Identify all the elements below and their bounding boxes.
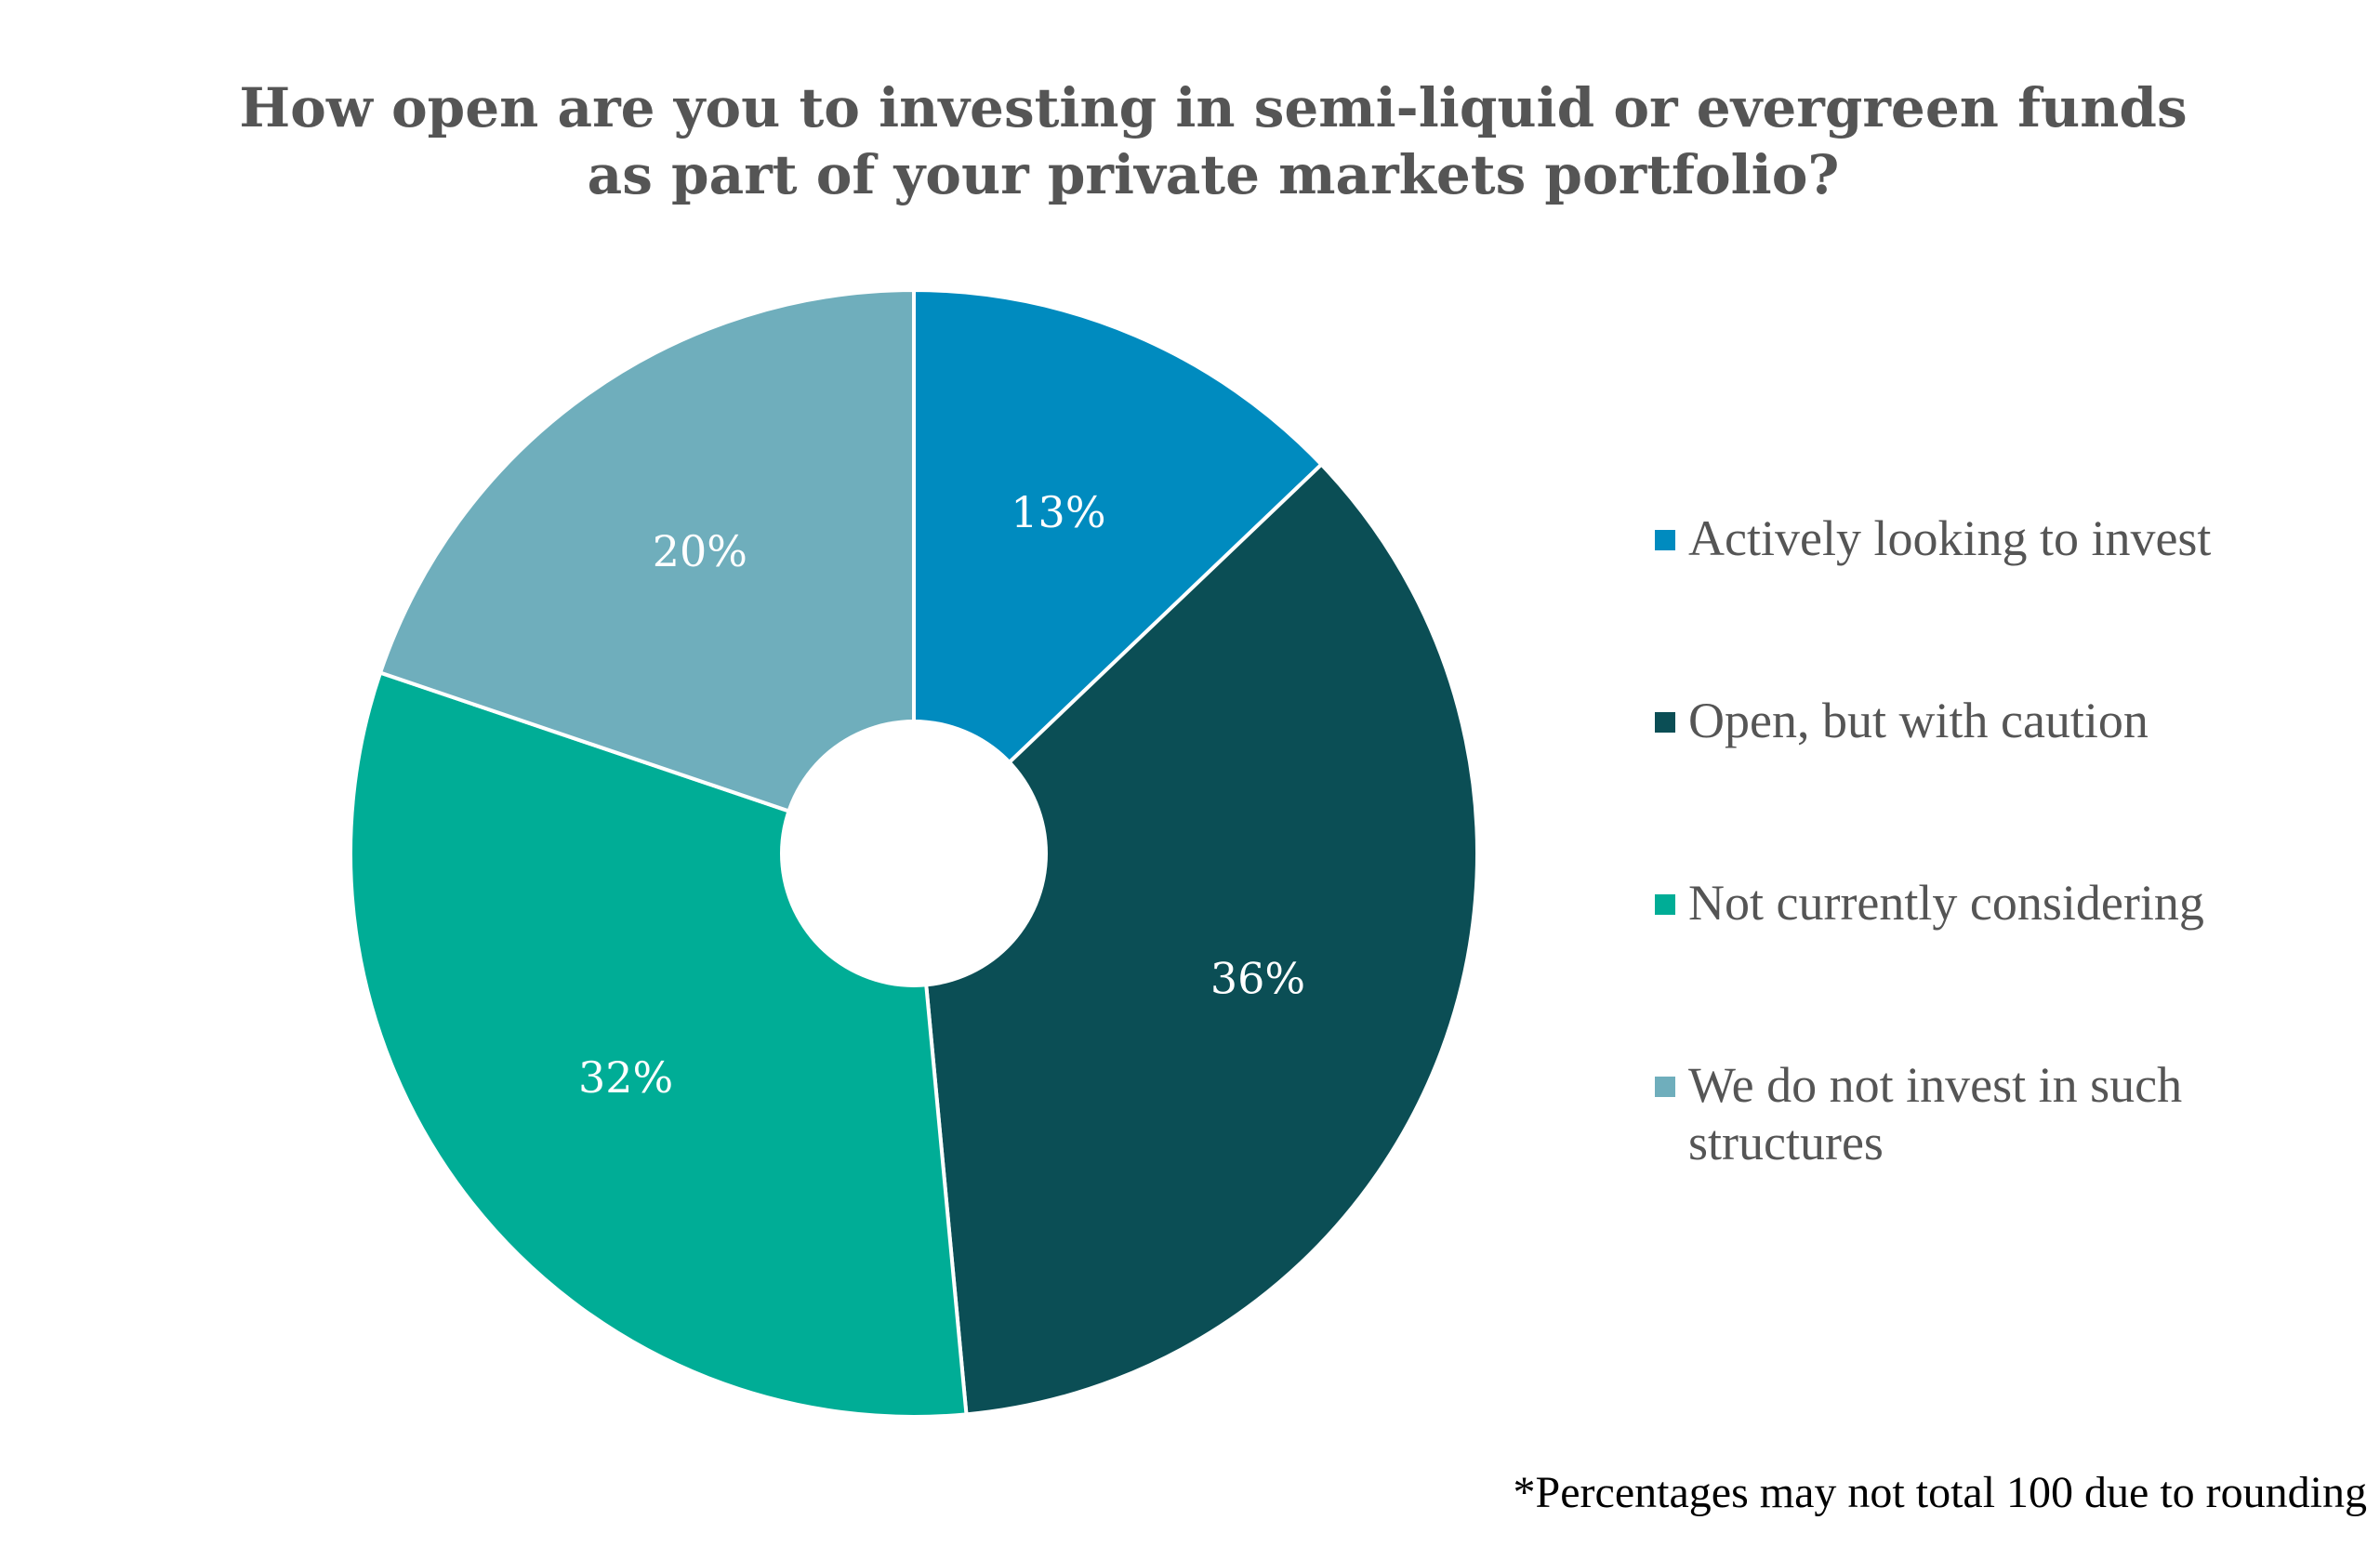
- legend-label-not-considering: Not currently considering: [1688, 875, 2204, 931]
- legend-item-do-not-invest: We do not invest in such structures: [1655, 1056, 2361, 1171]
- chart-title-line-1: How open are you to investing in semi-li…: [239, 76, 2188, 139]
- data-label-open-with-caution: 36%: [1210, 953, 1305, 1003]
- slice-actively-looking: [912, 287, 1325, 858]
- legend-label-do-not-invest: We do not invest in such structures: [1688, 1057, 2183, 1170]
- legend-item-open-with-caution: Open, but with caution: [1655, 692, 2361, 749]
- legend-swatch-do-not-invest: [1655, 1077, 1675, 1097]
- data-label-actively-looking: 13%: [1011, 487, 1105, 537]
- slice-do-not-invest: [377, 287, 916, 856]
- legend-item-actively-looking: Actively looking to invest: [1655, 509, 2361, 567]
- legend-item-not-considering: Not currently considering: [1655, 874, 2361, 932]
- footnote: *Percentages may not total 100 due to ro…: [1513, 1468, 2367, 1517]
- slice-open-with-caution: [911, 461, 1479, 1417]
- legend-swatch-not-considering: [1655, 894, 1675, 915]
- legend-label-open-with-caution: Open, but with caution: [1688, 693, 2149, 748]
- legend-swatch-actively-looking: [1655, 530, 1675, 550]
- legend-swatch-open-with-caution: [1655, 712, 1675, 733]
- donut-hole: [780, 720, 1048, 987]
- data-label-not-considering: 32%: [578, 1052, 673, 1103]
- chart-title: How open are you to investing in semi-li…: [0, 74, 2380, 208]
- data-label-do-not-invest: 20%: [653, 526, 747, 576]
- legend: Actively looking to invest Open, but wit…: [1655, 509, 2361, 1171]
- legend-label-actively-looking: Actively looking to invest: [1688, 510, 2212, 566]
- chart-title-line-2: as part of your private markets portfoli…: [587, 143, 1840, 206]
